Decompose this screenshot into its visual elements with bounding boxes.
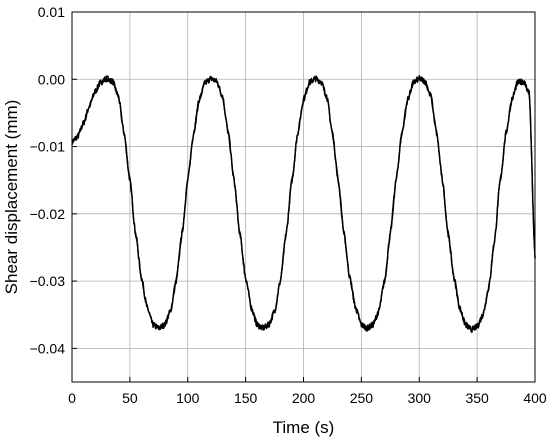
y-tick-label: −0.04	[30, 340, 66, 356]
y-axis-label: Shear displacement (mm)	[2, 100, 21, 295]
series-line-noise-band	[71, 74, 536, 334]
y-tick-label: 0.01	[38, 4, 65, 20]
x-axis-label: Time (s)	[273, 418, 335, 437]
y-tick-label: −0.01	[30, 139, 66, 155]
x-tick-label: 150	[234, 390, 258, 406]
gridlines	[72, 12, 535, 382]
x-tick-label: 400	[523, 390, 547, 406]
y-tick-label: −0.02	[30, 206, 66, 222]
y-tick-label: 0.00	[38, 71, 65, 87]
x-tick-label: 0	[68, 390, 76, 406]
x-tick-label: 100	[176, 390, 200, 406]
x-tick-label: 250	[350, 390, 374, 406]
plot-frame	[71, 11, 536, 383]
x-tick-label: 350	[465, 390, 489, 406]
x-tick-label: 300	[408, 390, 432, 406]
tick-labels: 0 50 100 150 200 250 300 350 400 0.01 0.00 −0.01 −0.…	[30, 4, 547, 406]
x-tick-label: 50	[122, 390, 138, 406]
x-tick-label: 200	[292, 390, 316, 406]
y-tick-label: −0.03	[30, 273, 66, 289]
